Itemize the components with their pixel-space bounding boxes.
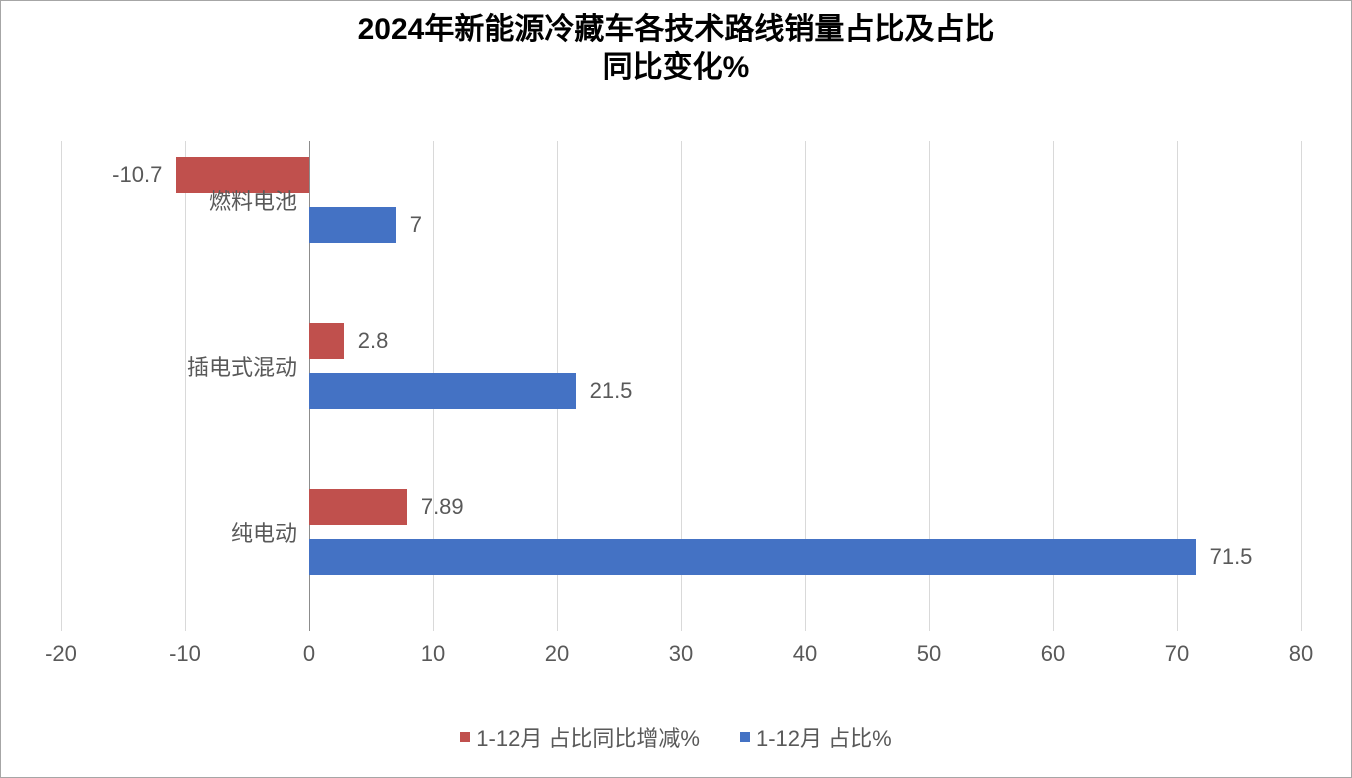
x-tick-label: -10 [169, 641, 201, 667]
bar-value-label: -10.7 [112, 162, 162, 188]
category-label: 燃料电池 [209, 184, 297, 216]
bar [309, 373, 576, 409]
chart-title-line1: 2024年新能源冷藏车各技术路线销量占比及占比 [358, 13, 995, 46]
chart-container: 2024年新能源冷藏车各技术路线销量占比及占比 同比变化% -20 -10 0 10 2… [0, 0, 1352, 778]
x-tick-label: -20 [45, 641, 77, 667]
legend-item: 1-12月 占比同比增减% [460, 721, 700, 753]
legend: 1-12月 占比同比增减% 1-12月 占比% [1, 721, 1351, 753]
bar [309, 489, 407, 525]
bar [309, 539, 1196, 575]
bar [309, 207, 396, 243]
gridline [1301, 141, 1302, 631]
x-tick-label: 30 [669, 641, 693, 667]
category-label: 插电式混动 [187, 350, 297, 382]
x-tick-label: 10 [421, 641, 445, 667]
x-tick-label: 50 [917, 641, 941, 667]
bar-value-label: 7.89 [421, 494, 464, 520]
bar-value-label: 21.5 [590, 378, 633, 404]
x-tick-label: 40 [793, 641, 817, 667]
x-tick-label: 60 [1041, 641, 1065, 667]
chart-title-line2: 同比变化% [603, 51, 750, 84]
category-label: 纯电动 [231, 516, 297, 548]
legend-label: 1-12月 占比同比增减% [476, 721, 700, 753]
x-tick-label: 70 [1165, 641, 1189, 667]
gridline [61, 141, 62, 631]
legend-swatch [740, 732, 750, 742]
plot-area: -20-100102030405060708071.57.89纯电动21.52.… [61, 141, 1301, 631]
legend-label: 1-12月 占比% [756, 721, 892, 753]
x-tick-label: 20 [545, 641, 569, 667]
chart-title: 2024年新能源冷藏车各技术路线销量占比及占比 同比变化% [1, 11, 1351, 86]
bar-value-label: 7 [410, 212, 422, 238]
legend-swatch [460, 732, 470, 742]
gridline [185, 141, 186, 631]
x-tick-label: 80 [1289, 641, 1313, 667]
bar [309, 323, 344, 359]
x-tick-label: 0 [303, 641, 315, 667]
bar-value-label: 2.8 [358, 328, 389, 354]
legend-item: 1-12月 占比% [740, 721, 892, 753]
bar-value-label: 71.5 [1210, 544, 1253, 570]
